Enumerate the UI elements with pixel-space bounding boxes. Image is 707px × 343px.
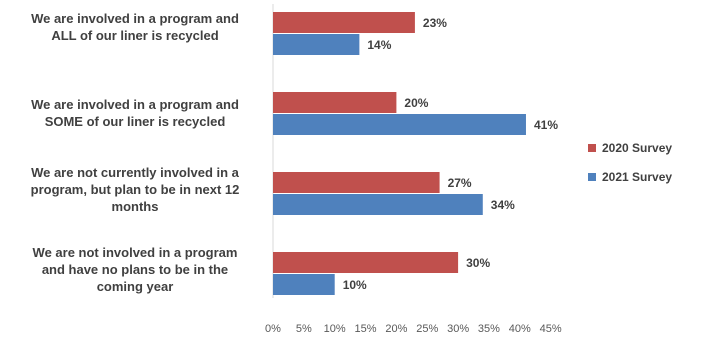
- category-label-line: SOME of our liner is recycled: [44, 114, 226, 129]
- data-label-2020-1: 23%: [423, 16, 447, 30]
- legend-swatch-2021: [588, 173, 596, 181]
- data-label-2020-4: 30%: [466, 256, 490, 270]
- data-label-2021-4: 10%: [343, 278, 367, 292]
- legend-item-2020: 2020 Survey: [588, 141, 672, 155]
- x-tick-label: 35%: [478, 323, 500, 335]
- category-label-line: program, but plan to be in next 12: [30, 182, 240, 197]
- data-label-2021-3: 34%: [491, 198, 515, 212]
- category-label: We are not currently involved in a progra…: [10, 164, 260, 215]
- bar-2020-2: [273, 92, 397, 113]
- x-tick-label: 20%: [385, 323, 407, 335]
- category-label-line: We are involved in a program and: [31, 97, 239, 112]
- x-tick-label: 0%: [265, 323, 281, 335]
- x-tick-label: 5%: [296, 323, 312, 335]
- category-label: We are involved in a program and ALL of o…: [10, 10, 260, 44]
- bar-2020-1: [273, 12, 415, 33]
- legend-label-2020: 2020 Survey: [602, 141, 673, 155]
- category-label-line: and have no plans to be in the: [41, 262, 229, 277]
- category-label: We are not involved in a program and have…: [10, 244, 260, 295]
- x-tick-label: 30%: [447, 323, 469, 335]
- category-label-line: months: [111, 199, 159, 214]
- category-label: We are involved in a program and SOME of …: [10, 96, 260, 130]
- bar-2021-1: [273, 34, 360, 55]
- x-tick-label: 45%: [540, 323, 562, 335]
- bar-2020-4: [273, 252, 459, 273]
- bar-2021-4: [273, 274, 335, 295]
- category-label-line: coming year: [96, 279, 174, 294]
- legend-label-2021: 2021 Survey: [602, 170, 673, 184]
- x-tick-label: 40%: [509, 323, 531, 335]
- x-tick-label: 10%: [324, 323, 346, 335]
- data-label-2021-2: 41%: [534, 118, 558, 132]
- data-label-2020-2: 20%: [404, 96, 428, 110]
- bar-2020-3: [273, 172, 440, 193]
- x-tick-label: 25%: [416, 323, 438, 335]
- legend-swatch-2020: [588, 144, 596, 152]
- x-tick-label: 15%: [355, 323, 377, 335]
- data-label-2020-3: 27%: [448, 176, 472, 190]
- category-label-line: We are not involved in a program: [32, 245, 238, 260]
- category-label-line: We are involved in a program and: [31, 11, 239, 26]
- category-label-line: We are not currently involved in a: [31, 165, 239, 180]
- category-label-line: ALL of our liner is recycled: [51, 28, 219, 43]
- legend-item-2021: 2021 Survey: [588, 170, 672, 184]
- bar-2021-2: [273, 114, 526, 135]
- data-label-2021-1: 14%: [367, 38, 391, 52]
- bar-2021-3: [273, 194, 483, 215]
